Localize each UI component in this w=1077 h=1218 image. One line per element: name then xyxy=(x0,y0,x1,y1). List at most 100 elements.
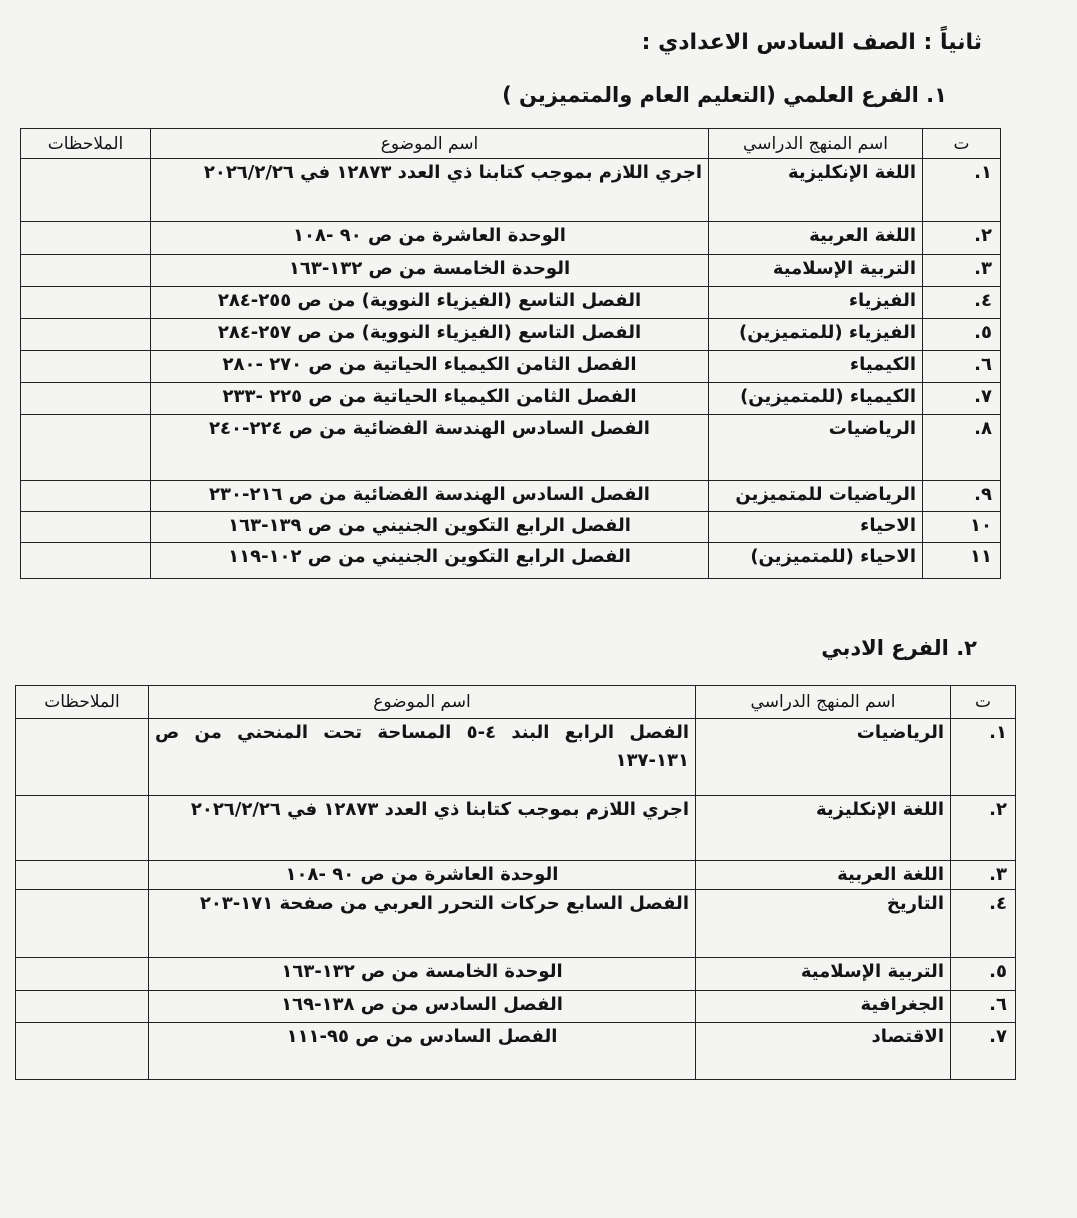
table-row: ٧. الكيمياء (للمتميزين) الفصل الثامن الكيم… xyxy=(20,382,1001,415)
cell-notes xyxy=(20,542,151,579)
cell-num: ١. xyxy=(922,158,1001,222)
cell-notes xyxy=(15,957,149,991)
cell-notes xyxy=(15,1022,149,1080)
cell-topic: الفصل الرابع التكوين الجنيني من ص ١٣٩-١٦… xyxy=(150,511,709,543)
cell-topic: الفصل الرابع التكوين الجنيني من ص ١٠٢-١١… xyxy=(150,542,709,579)
col-notes: الملاحظات xyxy=(20,128,151,159)
cell-subject: الرياضيات للمتميزين xyxy=(708,480,923,512)
cell-notes xyxy=(20,350,151,383)
cell-subject: الجغرافية xyxy=(695,990,951,1023)
cell-topic: الفصل السادس من ص ٩٥-١١١ xyxy=(148,1022,696,1080)
cell-subject: الاقتصاد xyxy=(695,1022,951,1080)
table-row: ٢. اللغة العربية الوحدة العاشرة من ص ٩٠ -١… xyxy=(20,221,1001,255)
cell-num: ٥. xyxy=(922,318,1001,351)
cell-num: ١. xyxy=(950,718,1016,796)
cell-num: ٦. xyxy=(922,350,1001,383)
col-subject: اسم المنهج الدراسي xyxy=(708,128,923,159)
table-row: ٧. الاقتصاد الفصل السادس من ص ٩٥-١١١ xyxy=(15,1022,1016,1080)
cell-topic: الفصل السابع حركات التحرر العربي من صفحة… xyxy=(148,889,696,958)
col-num: ت xyxy=(922,128,1001,159)
cell-num: ٦. xyxy=(950,990,1016,1023)
cell-notes xyxy=(20,254,151,287)
literary-table: ت اسم المنهج الدراسي اسم الموضوع الملاحظ… xyxy=(15,685,1016,1080)
cell-topic: الفصل التاسع (الفيزياء النووية) من ص ٢٥٥… xyxy=(150,286,709,319)
cell-notes xyxy=(20,318,151,351)
cell-topic: الوحدة العاشرة من ص ٩٠ -١٠٨ xyxy=(150,221,709,255)
table-row: ٨. الرياضيات الفصل السادس الهندسة الفضائية… xyxy=(20,414,1001,481)
cell-notes xyxy=(20,382,151,415)
cell-subject: الاحياء (للمتميزين) xyxy=(708,542,923,579)
table-row: ٦. الكيمياء الفصل الثامن الكيمياء الحياتية… xyxy=(20,350,1001,383)
col-num: ت xyxy=(950,685,1016,719)
cell-topic: الفصل السادس الهندسة الفضائية من ص ٢٢٤-٢… xyxy=(150,414,709,481)
cell-notes xyxy=(15,990,149,1023)
cell-topic: اجري اللازم بموجب كتابنا ذي العدد ١٢٨٧٣ … xyxy=(150,158,709,222)
col-subject: اسم المنهج الدراسي xyxy=(695,685,951,719)
table-row: ١١ الاحياء (للمتميزين) الفصل الرابع التكوي… xyxy=(20,542,1001,579)
table-row: ٥. التربية الإسلامية الوحدة الخامسة من ص ١… xyxy=(15,957,1016,991)
cell-notes xyxy=(20,158,151,222)
cell-num: ٤. xyxy=(922,286,1001,319)
cell-topic: الفصل السادس من ص ١٣٨-١٦٩ xyxy=(148,990,696,1023)
cell-topic: الفصل السادس الهندسة الفضائية من ص ٢١٦-٢… xyxy=(150,480,709,512)
cell-notes xyxy=(20,511,151,543)
col-topic: اسم الموضوع xyxy=(150,128,709,159)
table-row: ٣. اللغة العربية الوحدة العاشرة من ص ٩٠ -١… xyxy=(15,860,1016,890)
cell-num: ٧. xyxy=(950,1022,1016,1080)
table-row: ٣. التربية الإسلامية الوحدة الخامسة من ص ١… xyxy=(20,254,1001,287)
cell-subject: اللغة الإنكليزية xyxy=(695,795,951,861)
cell-topic: الوحدة الخامسة من ص ١٣٢-١٦٣ xyxy=(150,254,709,287)
cell-subject: الفيزياء (للمتميزين) xyxy=(708,318,923,351)
cell-num: ٣. xyxy=(922,254,1001,287)
cell-num: ٣. xyxy=(950,860,1016,890)
cell-num: ٤. xyxy=(950,889,1016,958)
cell-topic: الوحدة العاشرة من ص ٩٠ -١٠٨ xyxy=(148,860,696,890)
section-heading: ثانياً : الصف السادس الاعدادي : xyxy=(641,30,982,55)
cell-topic: الوحدة الخامسة من ص ١٣٢-١٦٣ xyxy=(148,957,696,991)
cell-notes xyxy=(15,718,149,796)
cell-notes xyxy=(15,889,149,958)
cell-subject: التاريخ xyxy=(695,889,951,958)
col-notes: الملاحظات xyxy=(15,685,149,719)
cell-subject: اللغة الإنكليزية xyxy=(708,158,923,222)
cell-subject: التربية الإسلامية xyxy=(708,254,923,287)
cell-notes xyxy=(15,860,149,890)
cell-num: ١٠ xyxy=(922,511,1001,543)
literary-branch-title: ٢. الفرع الادبي xyxy=(821,636,977,660)
cell-subject: الكيمياء (للمتميزين) xyxy=(708,382,923,415)
cell-num: ١١ xyxy=(922,542,1001,579)
table-row: ٩. الرياضيات للمتميزين الفصل السادس الهندس… xyxy=(20,480,1001,512)
table-row: ٤. الفيزياء الفصل التاسع (الفيزياء النووية… xyxy=(20,286,1001,319)
cell-subject: الرياضيات xyxy=(695,718,951,796)
col-topic: اسم الموضوع xyxy=(148,685,696,719)
scientific-table: ت اسم المنهج الدراسي اسم الموضوع الملاحظ… xyxy=(20,128,1001,579)
cell-num: ٢. xyxy=(922,221,1001,255)
cell-subject: الفيزياء xyxy=(708,286,923,319)
cell-notes xyxy=(20,286,151,319)
cell-subject: التربية الإسلامية xyxy=(695,957,951,991)
table-row: ٥. الفيزياء (للمتميزين) الفصل التاسع (الفي… xyxy=(20,318,1001,351)
cell-topic: الفصل الرابع البند ٤-٥ المساحة تحت المنح… xyxy=(148,718,696,796)
cell-subject: الرياضيات xyxy=(708,414,923,481)
table-row: ٦. الجغرافية الفصل السادس من ص ١٣٨-١٦٩ xyxy=(15,990,1016,1023)
table-row: ١. الرياضيات الفصل الرابع البند ٤-٥ المساح… xyxy=(15,718,1016,796)
cell-subject: اللغة العربية xyxy=(708,221,923,255)
cell-topic: اجري اللازم بموجب كتابنا ذي العدد ١٢٨٧٣ … xyxy=(148,795,696,861)
cell-notes xyxy=(20,221,151,255)
cell-topic: الفصل الثامن الكيمياء الحياتية من ص ٢٢٥ … xyxy=(150,382,709,415)
cell-subject: الكيمياء xyxy=(708,350,923,383)
cell-notes xyxy=(20,480,151,512)
table-row: ٤. التاريخ الفصل السابع حركات التحرر العرب… xyxy=(15,889,1016,958)
scientific-branch-title: ١. الفرع العلمي (التعليم العام والمتميزي… xyxy=(502,83,947,107)
cell-num: ٨. xyxy=(922,414,1001,481)
cell-num: ٧. xyxy=(922,382,1001,415)
table-row: ٢. اللغة الإنكليزية اجري اللازم بموجب كتاب… xyxy=(15,795,1016,861)
cell-topic: الفصل الثامن الكيمياء الحياتية من ص ٢٧٠ … xyxy=(150,350,709,383)
cell-num: ٥. xyxy=(950,957,1016,991)
cell-num: ٩. xyxy=(922,480,1001,512)
table-row: ١. اللغة الإنكليزية اجري اللازم بموجب كتاب… xyxy=(20,158,1001,222)
cell-notes xyxy=(20,414,151,481)
cell-subject: اللغة العربية xyxy=(695,860,951,890)
cell-notes xyxy=(15,795,149,861)
cell-num: ٢. xyxy=(950,795,1016,861)
